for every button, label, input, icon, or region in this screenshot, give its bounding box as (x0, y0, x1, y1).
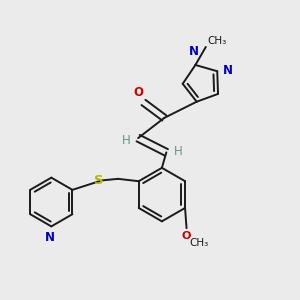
Text: O: O (133, 86, 143, 100)
Text: N: N (223, 64, 232, 77)
Text: O: O (182, 231, 191, 241)
Text: N: N (45, 231, 55, 244)
Text: S: S (94, 174, 104, 187)
Text: H: H (174, 145, 182, 158)
Text: CH₃: CH₃ (207, 36, 226, 46)
Text: CH₃: CH₃ (190, 238, 209, 248)
Text: H: H (122, 134, 131, 147)
Text: N: N (189, 45, 199, 58)
